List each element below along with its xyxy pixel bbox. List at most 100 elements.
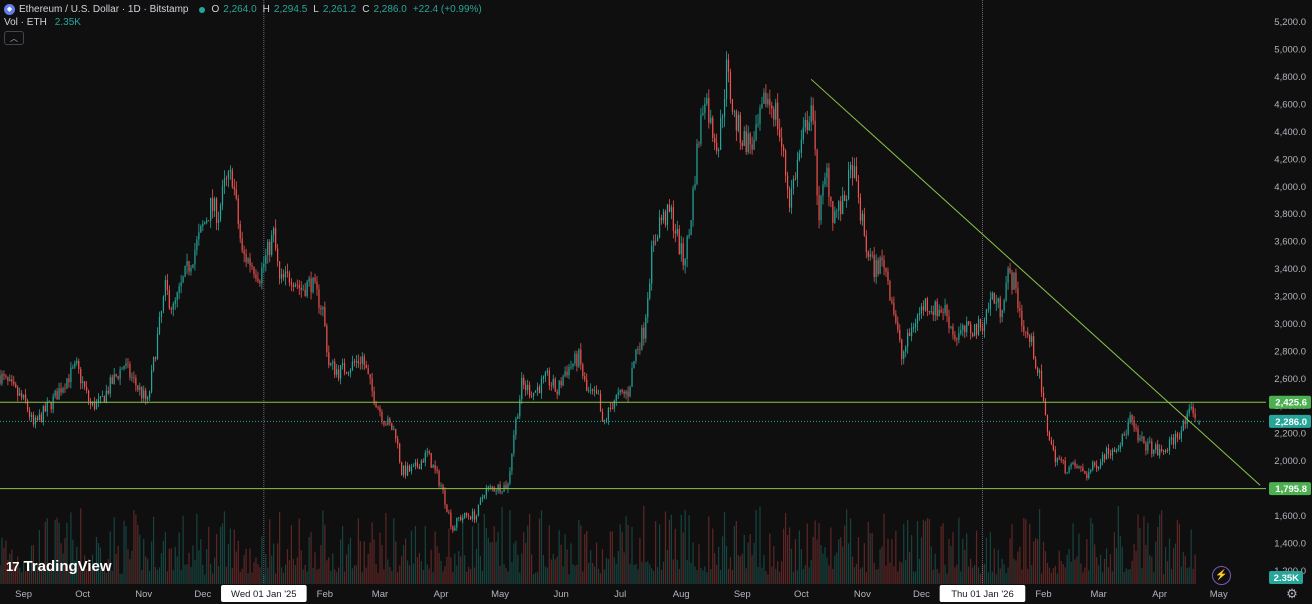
time-axis[interactable]: Sep Oct Nov Dec Wed 01 Jan '25 Feb Mar Apr May Ju… <box>15 585 1228 602</box>
candle-body <box>966 321 968 333</box>
candle-body <box>371 378 373 392</box>
volume-bar <box>1025 519 1027 584</box>
volume-bar <box>158 567 161 584</box>
candle-body <box>546 370 548 373</box>
volume-bar <box>188 552 190 584</box>
symbol-title[interactable]: Ethereum / U.S. Dollar · 1D · Bitstamp <box>19 4 189 15</box>
volume-bar <box>129 559 131 584</box>
volume-bar <box>458 551 460 584</box>
go-to-realtime-icon[interactable]: ⚡ <box>1212 566 1231 585</box>
volume-bar <box>655 521 657 584</box>
volume-bar <box>50 565 52 584</box>
volume-bar <box>36 565 39 584</box>
volume-bar <box>247 573 249 584</box>
volume-bar <box>487 537 489 584</box>
candle-body <box>495 490 497 492</box>
volume-bar <box>467 566 470 584</box>
symbol-row[interactable]: ◆ Ethereum / U.S. Dollar · 1D · Bitstamp… <box>4 3 484 16</box>
candle-body <box>889 281 891 301</box>
volume-bar <box>725 546 728 584</box>
volume-bar <box>233 529 235 584</box>
candle-body <box>842 195 844 215</box>
gear-icon[interactable]: ⚙ <box>1286 586 1298 601</box>
volume-bar <box>928 518 930 584</box>
candle-body <box>247 258 249 263</box>
volume-bar <box>783 528 785 584</box>
candle-body <box>99 396 102 399</box>
change-value: +22.4 (+0.99%) <box>412 4 482 15</box>
candle-body <box>755 124 757 140</box>
candle-body <box>1052 444 1054 450</box>
volume-bar <box>893 566 895 584</box>
candle-body <box>271 235 273 255</box>
volume-bar <box>410 530 413 584</box>
candle-body <box>1009 268 1011 273</box>
candle-body <box>40 414 42 422</box>
volume-bar <box>426 564 428 584</box>
candle-body <box>558 380 560 395</box>
volume-bar <box>26 563 29 584</box>
candle-body <box>1100 462 1102 467</box>
volume-row[interactable]: Vol · ETH 2.35K <box>4 16 484 29</box>
crosshair-layer <box>263 0 983 584</box>
volume-bar <box>542 555 545 584</box>
candle-body <box>1143 436 1145 444</box>
collapse-legend-button[interactable]: ︿ <box>4 31 24 45</box>
volume-bar <box>952 532 954 584</box>
volume-bar <box>17 556 19 584</box>
candle-body <box>714 137 716 143</box>
candle-body <box>363 356 365 365</box>
candle-body <box>721 116 724 119</box>
candle-body <box>198 232 200 240</box>
volume-bar <box>318 568 320 584</box>
volume-bar <box>609 531 611 584</box>
candle-body <box>960 329 962 334</box>
candle-body <box>95 401 98 410</box>
volume-bar <box>578 519 580 584</box>
candle-body <box>300 287 302 290</box>
volume-bar <box>721 536 724 584</box>
close-key: C <box>362 4 370 15</box>
volume-bar <box>1119 535 1121 584</box>
candle-body <box>1062 460 1064 461</box>
candle-body <box>853 166 856 178</box>
candle-body <box>1176 433 1179 438</box>
volume-bar <box>198 550 200 584</box>
volume-bar <box>570 543 572 584</box>
candle-body <box>1137 429 1139 441</box>
volume-bar <box>133 510 135 584</box>
chart-legend: ◆ Ethereum / U.S. Dollar · 1D · Bitstamp… <box>4 3 484 45</box>
candle-body <box>1109 454 1112 456</box>
candle-body <box>641 327 643 350</box>
candle-body <box>194 250 196 265</box>
candle-body <box>688 234 690 237</box>
volume-bar <box>261 536 263 584</box>
candle-body <box>954 335 956 340</box>
candle-body <box>757 123 759 125</box>
volume-bar <box>1184 555 1186 584</box>
tradingview-logo[interactable]: 17 TradingView <box>6 558 112 575</box>
volume-bar <box>637 569 639 584</box>
candle-body <box>981 327 984 332</box>
volume-bar <box>891 539 893 584</box>
candle-body <box>849 164 852 171</box>
candle-body <box>308 278 310 282</box>
candle-body <box>1048 431 1051 441</box>
volume-bar <box>523 531 525 584</box>
candle-body <box>777 102 779 130</box>
volume-bar <box>154 567 157 584</box>
volume-bar <box>440 560 442 584</box>
candle-body <box>1029 334 1031 342</box>
high-value: 2,294.5 <box>273 4 308 15</box>
candle-body <box>239 223 241 239</box>
volume-bar <box>1076 556 1078 584</box>
volume-bar <box>44 521 46 584</box>
candle-body <box>621 390 623 392</box>
volume-bar <box>753 542 755 584</box>
volume-bar <box>897 571 899 584</box>
volume-bar <box>162 541 165 584</box>
volume-bar <box>72 539 74 584</box>
volume-bar <box>975 530 978 584</box>
volume-bar <box>922 519 925 584</box>
